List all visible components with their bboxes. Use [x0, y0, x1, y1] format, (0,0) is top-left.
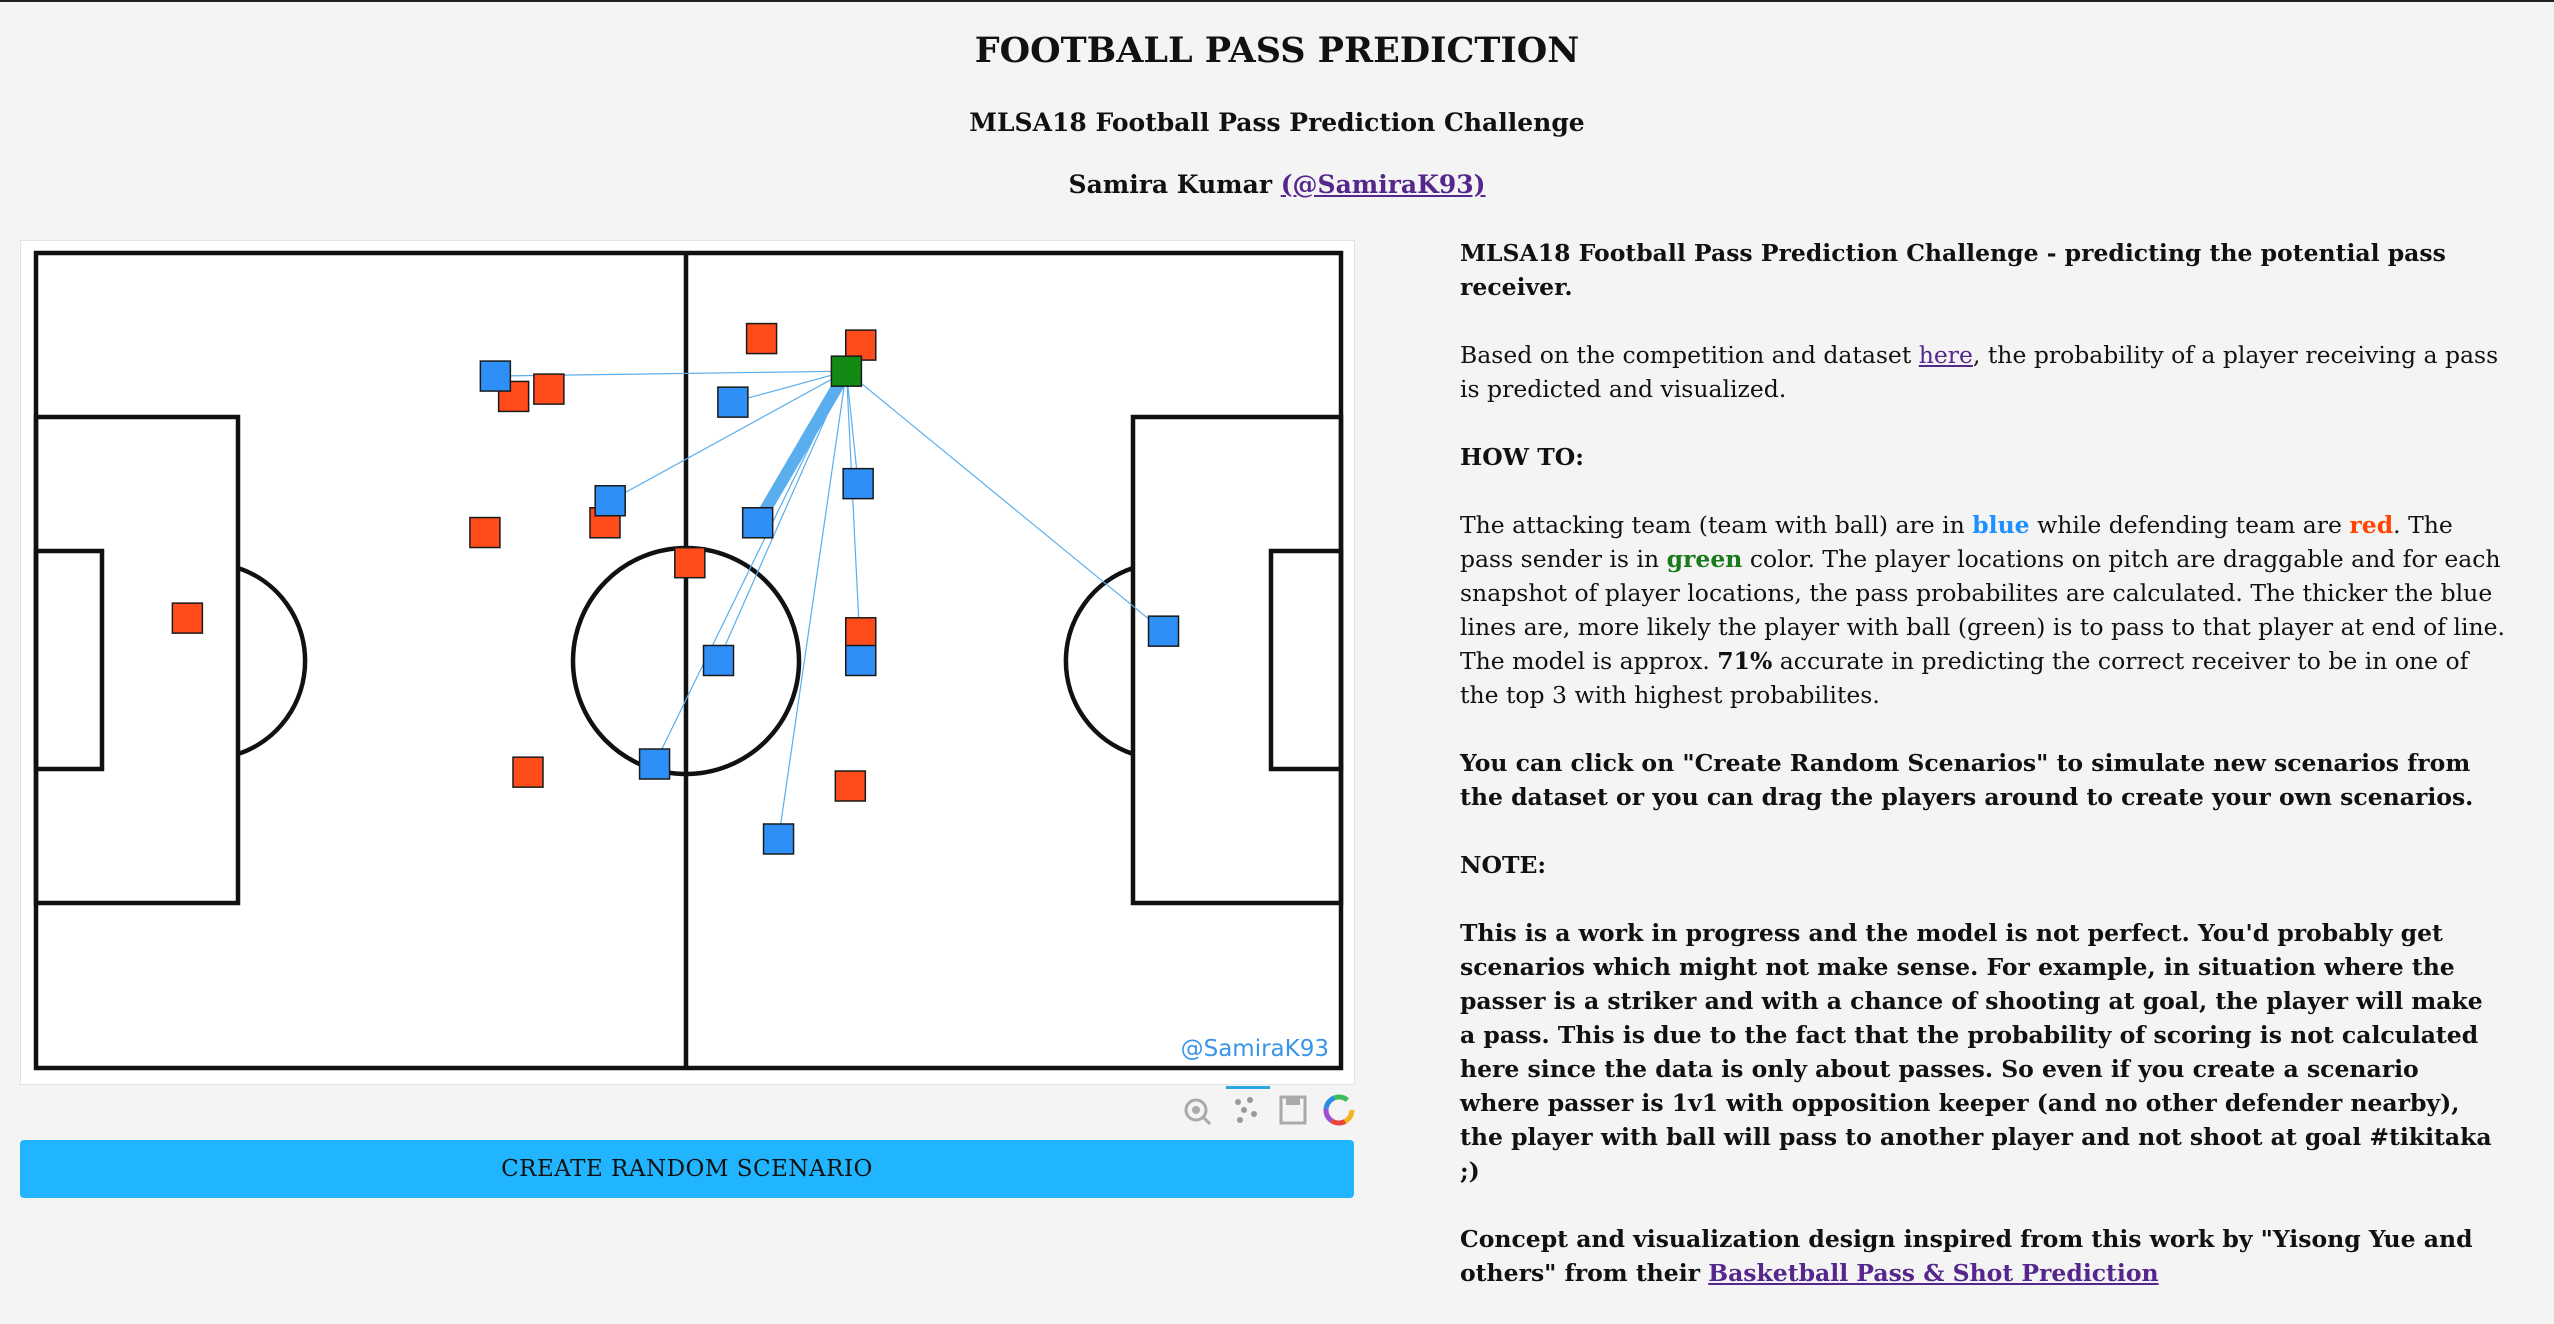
pass-probability-line: [845, 370, 859, 485]
dataset-link[interactable]: here: [1918, 341, 1973, 369]
attacking-player[interactable]: [845, 644, 877, 677]
howto-text: The attacking team (team with ball) are …: [1460, 511, 2505, 709]
left-penalty-box: [33, 414, 241, 906]
defending-player[interactable]: [845, 329, 877, 361]
right-goal-box: [1268, 548, 1344, 772]
left-goal-box: [33, 548, 105, 772]
note-text: This is a work in progress and the model…: [1460, 919, 2492, 1185]
attacking-player[interactable]: [1147, 615, 1180, 647]
defending-player[interactable]: [745, 322, 778, 355]
note-heading: NOTE:: [1460, 851, 1547, 879]
pass-lines: [494, 365, 1165, 840]
attacking-player[interactable]: [479, 360, 512, 392]
pass-sender-group[interactable]: [830, 355, 863, 387]
author-twitter-link[interactable]: (@SamiraK93): [1280, 170, 1486, 199]
pitch-watermark: @SamiraK93: [1181, 1036, 1329, 1062]
lasso-zoom-icon[interactable]: [1182, 1092, 1216, 1128]
left-penalty-arc: [237, 565, 308, 757]
attacking-player[interactable]: [717, 386, 749, 418]
attacking-player[interactable]: [594, 485, 626, 517]
pan-icon[interactable]: [1230, 1092, 1264, 1128]
description-panel: MLSA18 Football Pass Prediction Challeng…: [1460, 236, 2505, 1324]
defending-player[interactable]: [171, 602, 204, 634]
page-subtitle: MLSA18 Football Pass Prediction Challeng…: [969, 108, 1585, 137]
defending-player[interactable]: [469, 516, 501, 549]
defending-player[interactable]: [512, 756, 544, 788]
attacking-player[interactable]: [741, 507, 774, 539]
description-intro: Based on the competition and dataset her…: [1460, 341, 2499, 403]
modebar-active-indicator: [1226, 1086, 1270, 1089]
concept-text: Concept and visualization design inspire…: [1460, 1225, 2473, 1287]
defending-player[interactable]: [497, 380, 530, 413]
attacking-player[interactable]: [842, 467, 874, 500]
right-penalty-arc: [1063, 565, 1134, 757]
pitch-boundary: [33, 250, 1344, 1071]
red-keyword: red: [2349, 511, 2394, 539]
pass-probability-line: [845, 370, 862, 662]
accuracy-value: 71%: [1717, 647, 1773, 675]
pass-probability-line: [732, 370, 848, 403]
attacking-player[interactable]: [762, 823, 795, 855]
defending-player[interactable]: [834, 770, 867, 802]
page-title: FOOTBALL PASS PREDICTION: [974, 30, 1580, 71]
pass-probability-line: [751, 365, 853, 529]
green-keyword: green: [1666, 545, 1743, 573]
save-icon[interactable]: [1276, 1092, 1310, 1128]
pass-probability-line: [609, 370, 848, 502]
description-heading: MLSA18 Football Pass Prediction Challeng…: [1460, 239, 2446, 301]
plotly-logo-icon[interactable]: [1322, 1092, 1356, 1128]
blue-keyword: blue: [1972, 511, 2030, 539]
pass-probability-line: [653, 370, 848, 765]
create-random-scenario-button[interactable]: CREATE RANDOM SCENARIO: [20, 1140, 1354, 1198]
attacking-players[interactable]: [479, 360, 1180, 855]
right-penalty-box: [1130, 414, 1344, 906]
pitch-markings: [33, 250, 1344, 1071]
pass-probability-line: [845, 370, 1165, 632]
pass-probability-line: [777, 370, 848, 840]
basketball-prediction-link[interactable]: Basketball Pass & Shot Prediction: [1708, 1259, 2159, 1287]
plot-modebar: [1182, 1086, 1362, 1128]
defending-player[interactable]: [845, 617, 877, 649]
author-line: Samira Kumar (@SamiraK93): [0, 170, 2554, 199]
attacking-player[interactable]: [638, 748, 671, 780]
pitch-svg[interactable]: @SamiraK93: [21, 241, 1354, 1084]
defending-player[interactable]: [533, 373, 565, 405]
defending-players[interactable]: [171, 322, 877, 802]
pitch-plot[interactable]: @SamiraK93: [20, 240, 1355, 1085]
pass-sender-player[interactable]: [830, 355, 863, 387]
author-name: Samira Kumar: [1068, 170, 1272, 199]
attacking-player[interactable]: [702, 644, 735, 677]
click-instructions: You can click on "Create Random Scenario…: [1460, 749, 2474, 811]
pass-probability-line: [717, 370, 848, 662]
howto-heading: HOW TO:: [1460, 443, 1584, 471]
defending-player[interactable]: [674, 546, 706, 579]
